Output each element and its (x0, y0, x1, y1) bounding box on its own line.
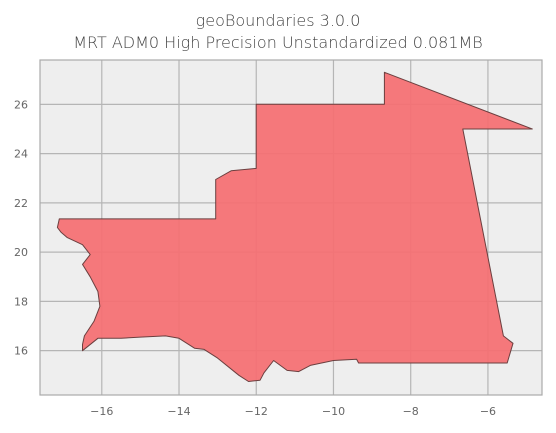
y-tick-label: 24 (14, 148, 28, 161)
x-tick-label: −8 (403, 405, 419, 418)
y-tick-label: 20 (14, 246, 28, 259)
x-tick-label: −10 (322, 405, 345, 418)
axis-ticks: −16 −14 −12 −10 −8 −6 16 18 20 22 24 26 (14, 98, 496, 418)
map-title-line-1: geoBoundaries 3.0.0 (195, 11, 361, 30)
y-tick-label: 18 (14, 295, 28, 308)
y-tick-label: 26 (14, 98, 28, 111)
y-tick-label: 16 (14, 345, 28, 358)
x-tick-label: −14 (167, 405, 190, 418)
x-tick-label: −16 (90, 405, 113, 418)
country-boundary-polygon (56, 71, 533, 382)
y-tick-label: 22 (14, 197, 28, 210)
map-title: geoBoundaries 3.0.0 MRT ADM0 High Precis… (0, 10, 556, 54)
plot-frame (39, 59, 543, 396)
x-tick-label: −6 (480, 405, 496, 418)
x-tick-label: −12 (245, 405, 268, 418)
map-title-line-2: MRT ADM0 High Precision Unstandardized 0… (73, 33, 483, 52)
